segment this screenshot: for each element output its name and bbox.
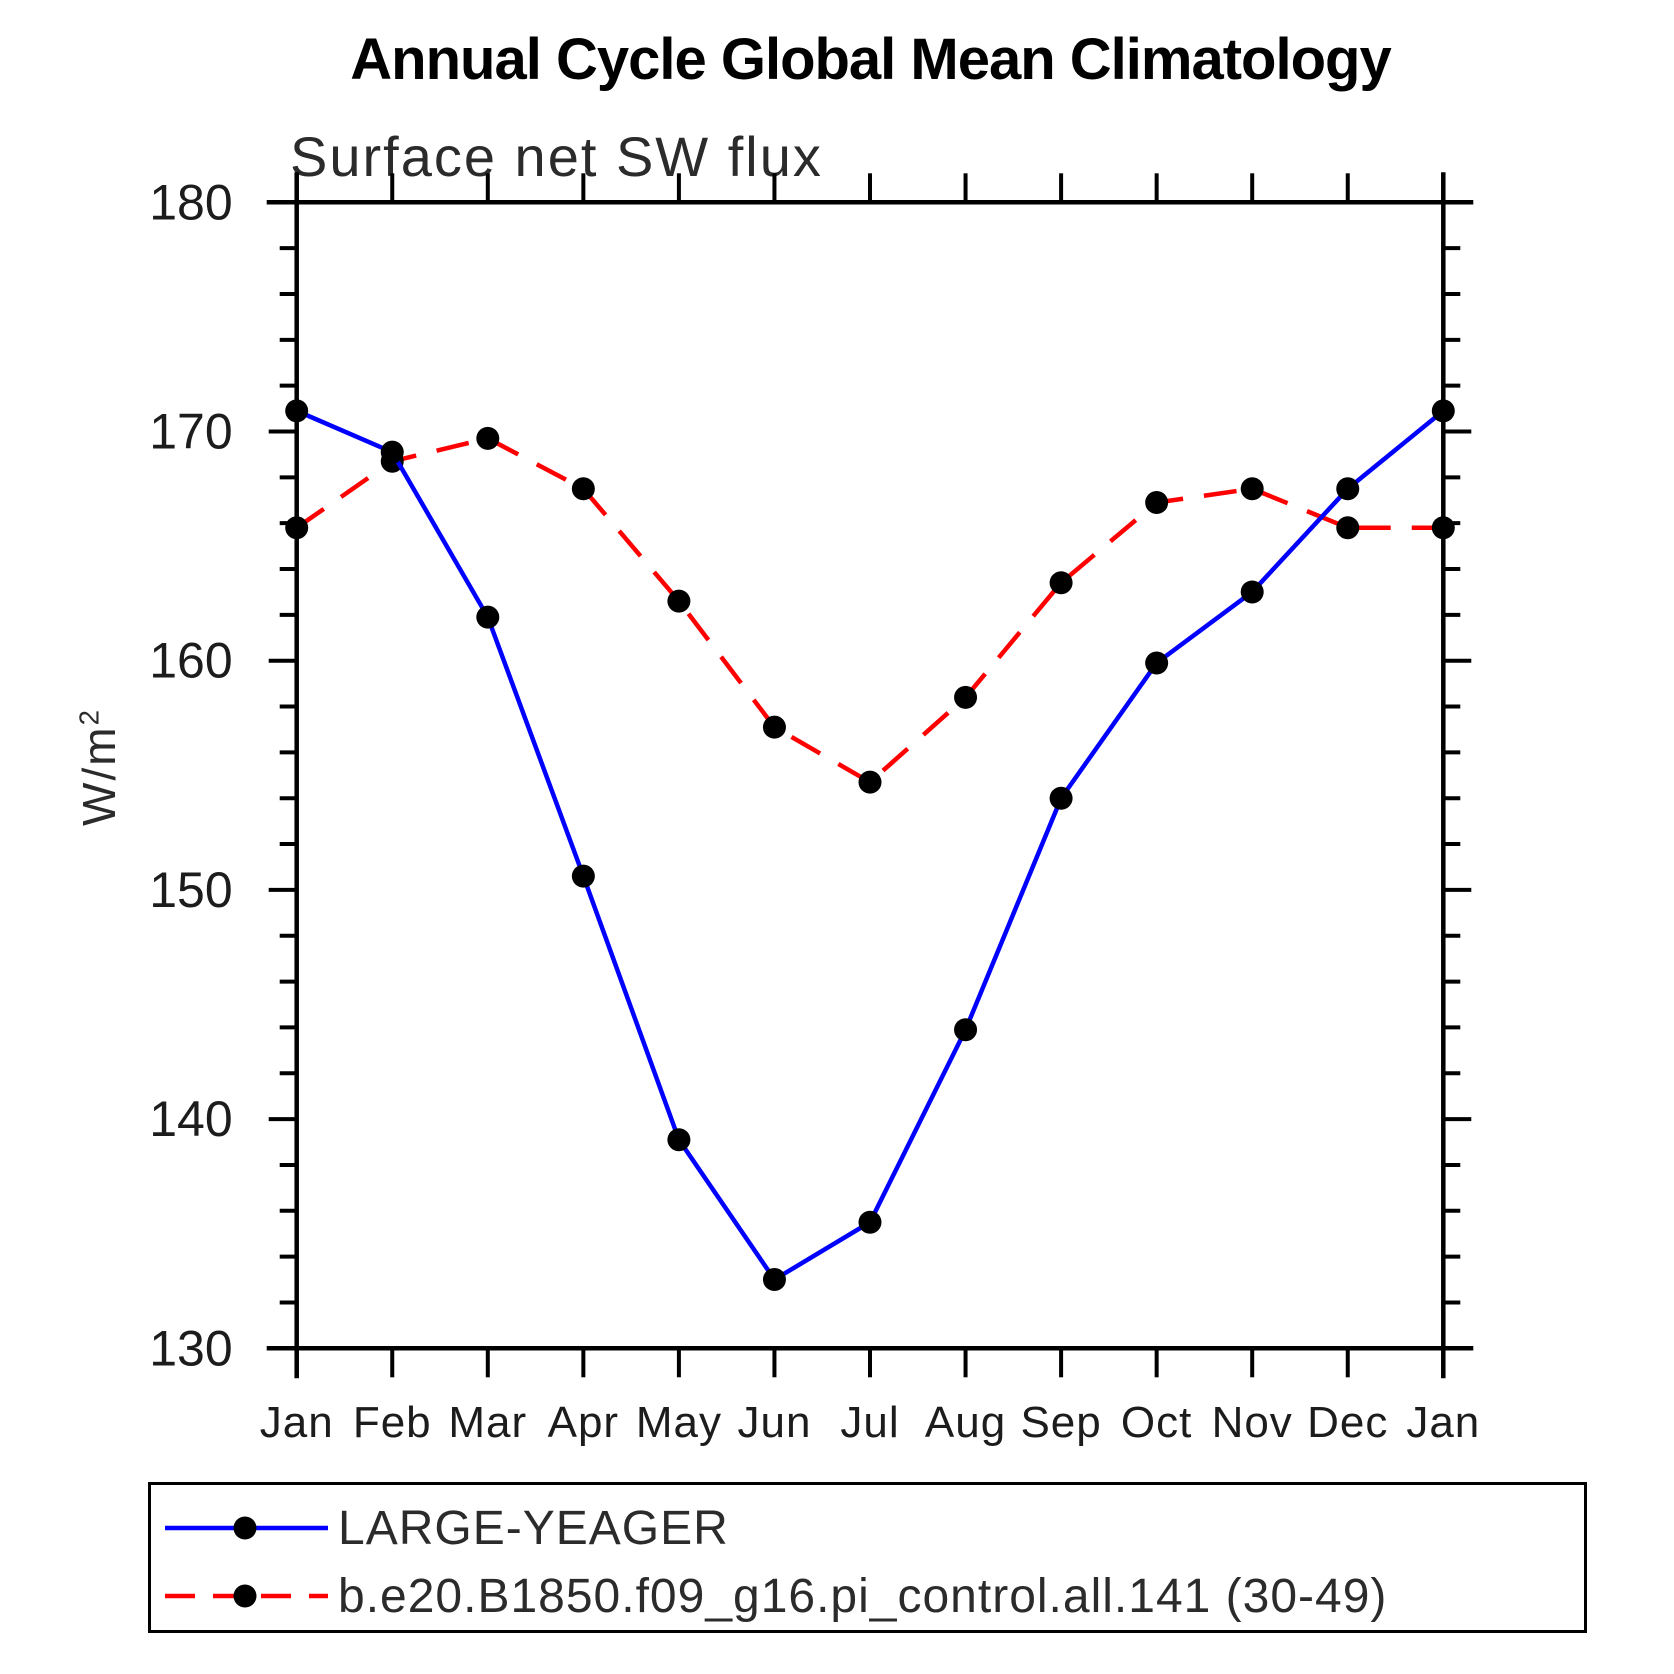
x-tick-label: Oct: [1121, 1398, 1192, 1447]
x-tick-label: Apr: [548, 1398, 619, 1447]
y-tick-label: 180: [149, 174, 232, 230]
x-tick-label: Jun: [737, 1398, 811, 1447]
legend-swatch-dashed: [165, 1584, 328, 1608]
series-1-marker: [858, 770, 882, 794]
legend-item-large-yeager: LARGE-YEAGER: [163, 1502, 729, 1555]
x-tick-label: Jul: [840, 1398, 899, 1447]
series-1-marker: [285, 516, 309, 540]
series-1-marker: [1431, 516, 1455, 540]
y-tick-label: 160: [149, 633, 232, 689]
chart-title: Annual Cycle Global Mean Climatology: [350, 27, 1391, 92]
series-0-marker: [571, 864, 595, 888]
x-tick-label: Dec: [1307, 1398, 1388, 1447]
legend-label-model-run: b.e20.B1850.f09_g16.pi_control.all.141 (…: [338, 1569, 1388, 1623]
x-tick-label: Feb: [353, 1398, 432, 1447]
legend-marker-dot: [233, 1584, 257, 1608]
series-0-marker: [1431, 399, 1455, 423]
x-tick-label: Sep: [1020, 1398, 1101, 1447]
series-1-marker: [571, 477, 595, 501]
legend-swatch-solid: [165, 1516, 328, 1540]
series-1-marker: [954, 685, 978, 709]
series-0-marker: [285, 399, 309, 423]
series-0-marker: [476, 605, 500, 629]
series-1-marker: [1336, 516, 1360, 540]
series-1-marker: [762, 715, 786, 739]
y-tick-label: 170: [149, 404, 232, 460]
series-1-marker: [667, 589, 691, 613]
series-1-marker: [1049, 571, 1073, 595]
y-tick-label: 150: [149, 862, 232, 918]
series-0-marker: [762, 1268, 786, 1292]
series-0-marker: [1240, 580, 1264, 604]
y-tick-label: 140: [149, 1091, 232, 1147]
chart-subtitle: Surface net SW flux: [290, 125, 823, 188]
series-0-marker: [954, 1018, 978, 1042]
series-0-marker: [667, 1128, 691, 1152]
x-tick-label: Jan: [1406, 1398, 1480, 1447]
legend-label-large-yeager: LARGE-YEAGER: [338, 1501, 729, 1555]
x-tick-label: May: [636, 1398, 722, 1447]
x-tick-label: Mar: [448, 1398, 527, 1447]
series-line-1: [295, 435, 1444, 785]
series-0-marker: [1336, 477, 1360, 501]
series-0-marker: [380, 440, 404, 464]
legend-item-model-run: b.e20.B1850.f09_g16.pi_control.all.141 (…: [163, 1570, 1387, 1623]
x-tick-label: Aug: [925, 1398, 1006, 1447]
series-1-marker: [1145, 491, 1169, 515]
legend-marker-dot: [233, 1516, 257, 1540]
series-0-marker: [1145, 651, 1169, 675]
x-tick-label: Jan: [260, 1398, 334, 1447]
series-1-marker: [1240, 477, 1264, 501]
y-tick-label: 130: [149, 1320, 232, 1376]
series-0-marker: [858, 1210, 882, 1234]
series-0-marker: [1049, 786, 1073, 810]
series-line-0: [295, 408, 1445, 1283]
series-1-marker: [476, 426, 500, 450]
legend: LARGE-YEAGER b.e20.B1850.f09_g16.pi_cont…: [148, 1482, 1587, 1633]
x-tick-label: Nov: [1212, 1398, 1293, 1447]
